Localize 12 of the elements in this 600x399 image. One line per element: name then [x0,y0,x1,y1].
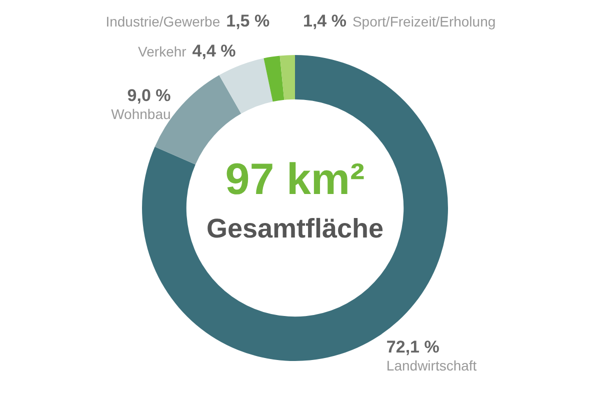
slice-label: Landwirtschaft [386,358,477,374]
slice-label: Industrie/Gewerbe [106,14,220,30]
data-label: 4,4 % [192,42,236,61]
text: 97 km² [225,155,365,204]
text: Gesamtfläche [206,213,384,244]
data-label: 9,0 % [127,86,171,106]
slice-label: Verkehr [138,44,187,60]
slice-label: Wohnbau [111,106,171,122]
data-label: 72,1 % [386,337,440,356]
slice-label: Sport/Freizeit/Erholung [352,14,496,30]
data-label: 1,4 % [303,12,346,31]
data-label: 1,5 % [226,12,270,31]
